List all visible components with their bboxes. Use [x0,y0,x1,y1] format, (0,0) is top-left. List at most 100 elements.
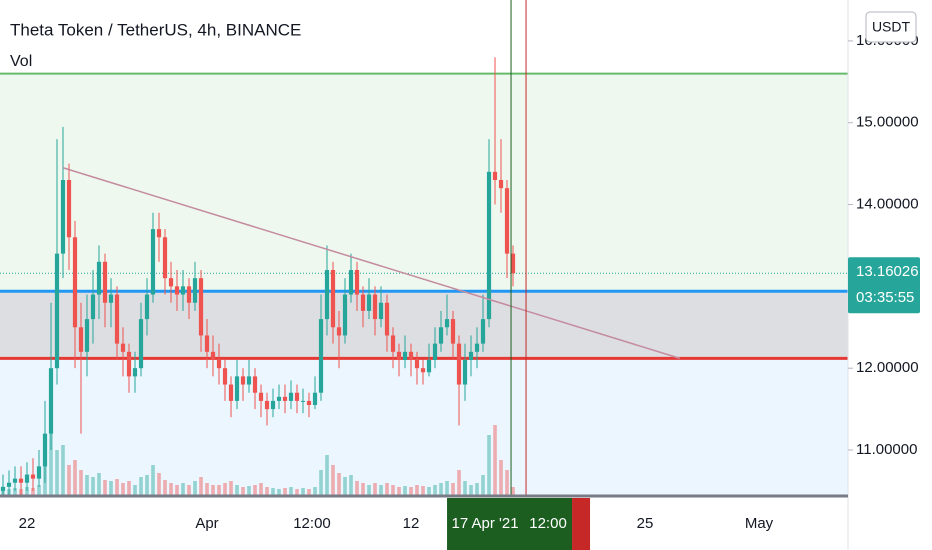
candle-body [510,253,516,274]
volume-bar [337,473,341,495]
candle-body [354,270,360,295]
candle-body [342,294,348,336]
volume-bar [373,483,377,495]
x-tick-label: 12:00 [293,515,331,532]
marker-label-box [447,498,573,550]
volume-bar [313,487,317,495]
x-tick-label: 22 [19,515,36,532]
volume-bar [421,486,425,495]
volume-bar [25,487,29,495]
x-tick-label: Apr [195,515,218,532]
volume-bar [67,465,71,495]
candle-body [432,343,438,360]
volume-bar [229,481,233,495]
candle-body [288,392,294,401]
candle-body [114,294,120,344]
candle-body [498,180,504,189]
volume-bar [79,470,83,495]
candle-body [300,400,306,402]
candle-body [402,351,408,360]
volume-bar [343,477,347,495]
candle-body [102,261,108,303]
candle-body [270,400,276,410]
volume-bar [367,485,371,495]
candle-body [414,360,420,369]
volume-bar [247,486,251,495]
zone [0,73,848,292]
candle-body [492,171,498,180]
candle-body [192,278,198,303]
volume-bar [103,480,107,495]
volume-bar [133,485,137,495]
volume-bar [439,483,443,495]
candle-body [174,286,180,295]
volume-bar [403,486,407,495]
currency-box[interactable] [865,11,917,43]
candle-body [246,376,252,385]
volume-bar [121,483,125,495]
volume-bar [193,481,197,495]
candle-body [360,294,366,311]
candle-body [366,294,372,311]
volume-bar [139,477,143,495]
volume-bar [295,489,299,495]
candle-body [420,368,426,373]
countdown: 03:35:55 [856,289,914,306]
candle-body [222,368,228,385]
candle-body [396,351,402,360]
candle-body [216,360,222,369]
candle-body [378,302,384,320]
volume-bar [277,489,281,495]
x-tick-label: 12 [403,515,420,532]
candle-body [474,343,480,352]
candle-body [324,270,330,320]
volume-bar [235,485,239,495]
candle-body [348,270,354,295]
candle-body [312,392,318,405]
volume-bar [391,485,395,495]
candle-body [438,327,444,344]
volume-bar [31,488,35,495]
candle-body [462,360,468,385]
volume-bar [355,481,359,495]
candle-body [450,319,456,344]
chart-title: Theta Token / TetherUS, 4h, BINANCE [10,20,301,39]
candle-body [156,229,162,238]
candle-body [42,433,48,467]
candle-body [306,400,312,405]
candle-body [468,351,474,360]
candle-body [60,180,66,254]
volume-bar [37,485,41,495]
volume-bar [61,445,65,495]
volume-bar [109,481,113,495]
volume-bar [13,488,17,495]
volume-bar [55,450,59,495]
candle-body [330,270,336,328]
volume-bar [115,479,119,495]
y-tick-label: 15.00000 [856,114,919,131]
volume-bar [283,488,287,495]
candle-body [120,343,126,352]
candle-body [276,396,282,401]
volume-bar [289,487,293,495]
volume-bar [181,483,185,495]
candle-body [264,400,270,410]
volume-bar [445,481,449,495]
volume-bar [451,483,455,495]
volume-bar [397,487,401,495]
volume-bar [163,480,167,495]
volume-bar [493,425,497,495]
plot-area [0,0,848,495]
volume-bar [187,485,191,495]
candle-body [48,368,54,434]
volume-bar [487,435,491,495]
volume-bar [331,465,335,495]
volume-bar [475,483,479,495]
candle-body [168,278,174,287]
candle-body [132,368,138,377]
candle-body [6,482,12,487]
candle-body [252,376,258,393]
candle-body [390,335,396,352]
volume-bar [361,483,365,495]
